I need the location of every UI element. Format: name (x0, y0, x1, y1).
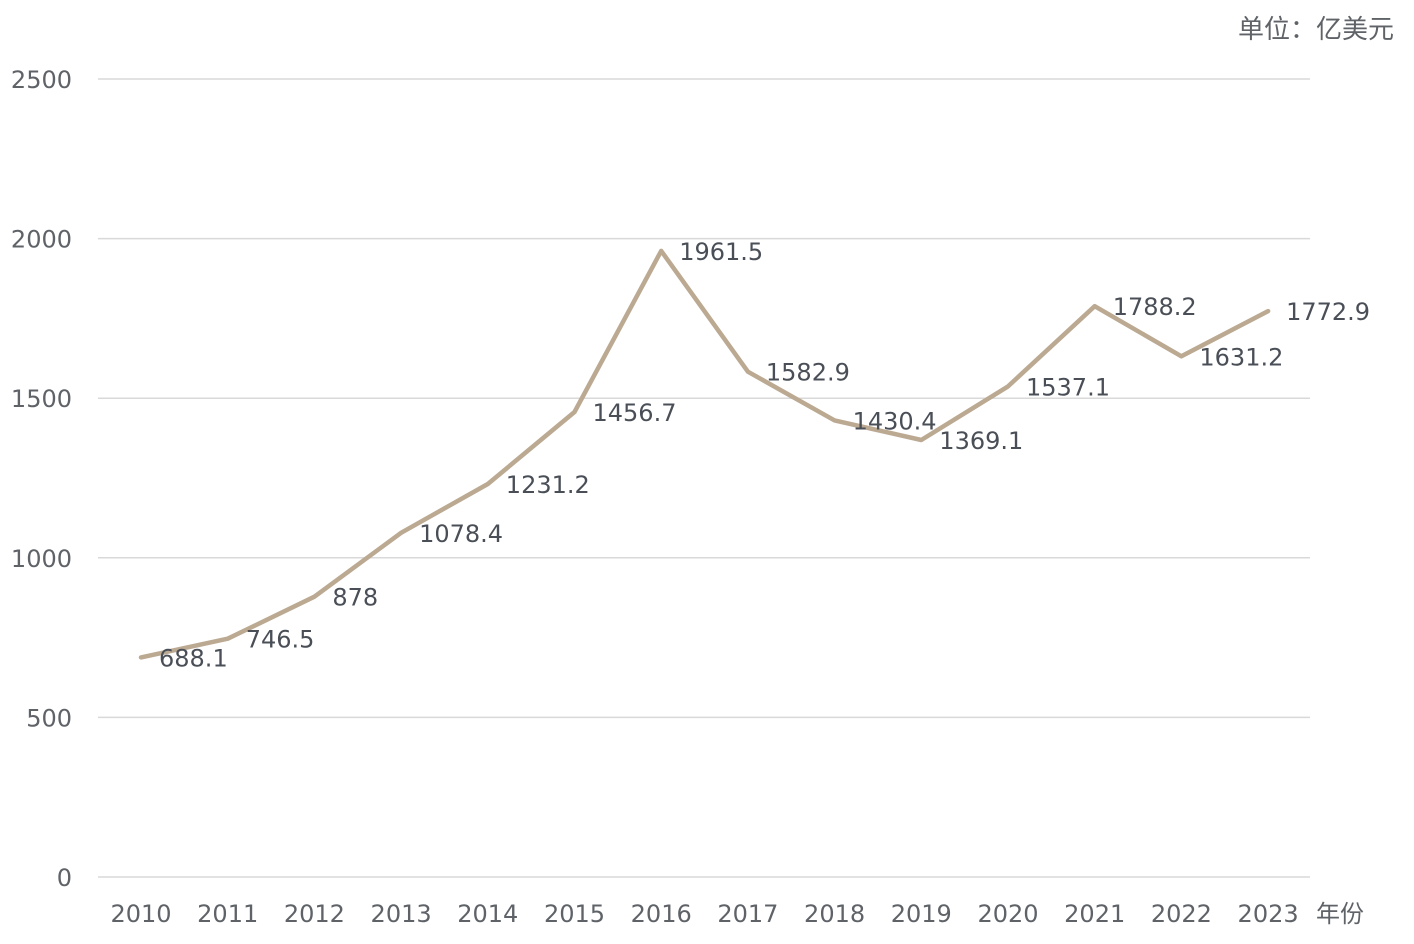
data-label: 1078.4 (419, 520, 503, 548)
x-tick-label: 2019 (891, 900, 952, 928)
data-label: 1772.9 (1286, 298, 1370, 326)
data-label: 688.1 (159, 644, 228, 672)
data-label: 1369.1 (939, 427, 1023, 455)
x-tick-label: 2017 (717, 900, 778, 928)
x-axis-ticks: 2010 2011 2012 2013 2014 2015 2016 2017 2018 2019… (110, 900, 1298, 928)
y-axis-ticks: 0 500 1000 1500 2000 2500 (11, 66, 72, 892)
x-tick-label: 2014 (457, 900, 518, 928)
y-tick-label: 2000 (11, 226, 72, 254)
series-line (138, 248, 1271, 660)
x-tick-label: 2021 (1064, 900, 1125, 928)
data-label: 1430.4 (853, 407, 937, 435)
y-tick-label: 2500 (11, 66, 72, 94)
x-tick-label: 2020 (977, 900, 1038, 928)
data-label: 1537.1 (1026, 373, 1110, 401)
data-label: 1788.2 (1113, 293, 1197, 321)
x-tick-label: 2016 (631, 900, 692, 928)
x-tick-label: 2018 (804, 900, 865, 928)
x-tick-label: 2012 (284, 900, 345, 928)
series-layer (138, 248, 1271, 660)
gridlines (98, 78, 1310, 878)
data-label: 1231.2 (506, 471, 590, 499)
data-label: 1961.5 (679, 238, 763, 266)
data-label: 1631.2 (1199, 343, 1283, 371)
unit-label: 单位：亿美元 (1238, 15, 1394, 45)
x-tick-label: 2022 (1151, 900, 1212, 928)
y-tick-label: 0 (57, 864, 72, 892)
y-tick-label: 1000 (11, 545, 72, 573)
x-tick-label: 2013 (371, 900, 432, 928)
y-tick-label: 1500 (11, 385, 72, 413)
x-tick-label: 2010 (110, 900, 171, 928)
x-axis-unit-label: 年份 (1316, 900, 1364, 928)
y-tick-label: 500 (26, 704, 72, 732)
x-tick-label: 2015 (544, 900, 605, 928)
x-tick-label: 2023 (1238, 900, 1299, 928)
data-label: 878 (332, 584, 378, 612)
data-label: 1582.9 (766, 359, 850, 387)
data-label: 746.5 (246, 626, 315, 654)
data-label: 1456.7 (593, 399, 677, 427)
x-tick-label: 2011 (197, 900, 258, 928)
